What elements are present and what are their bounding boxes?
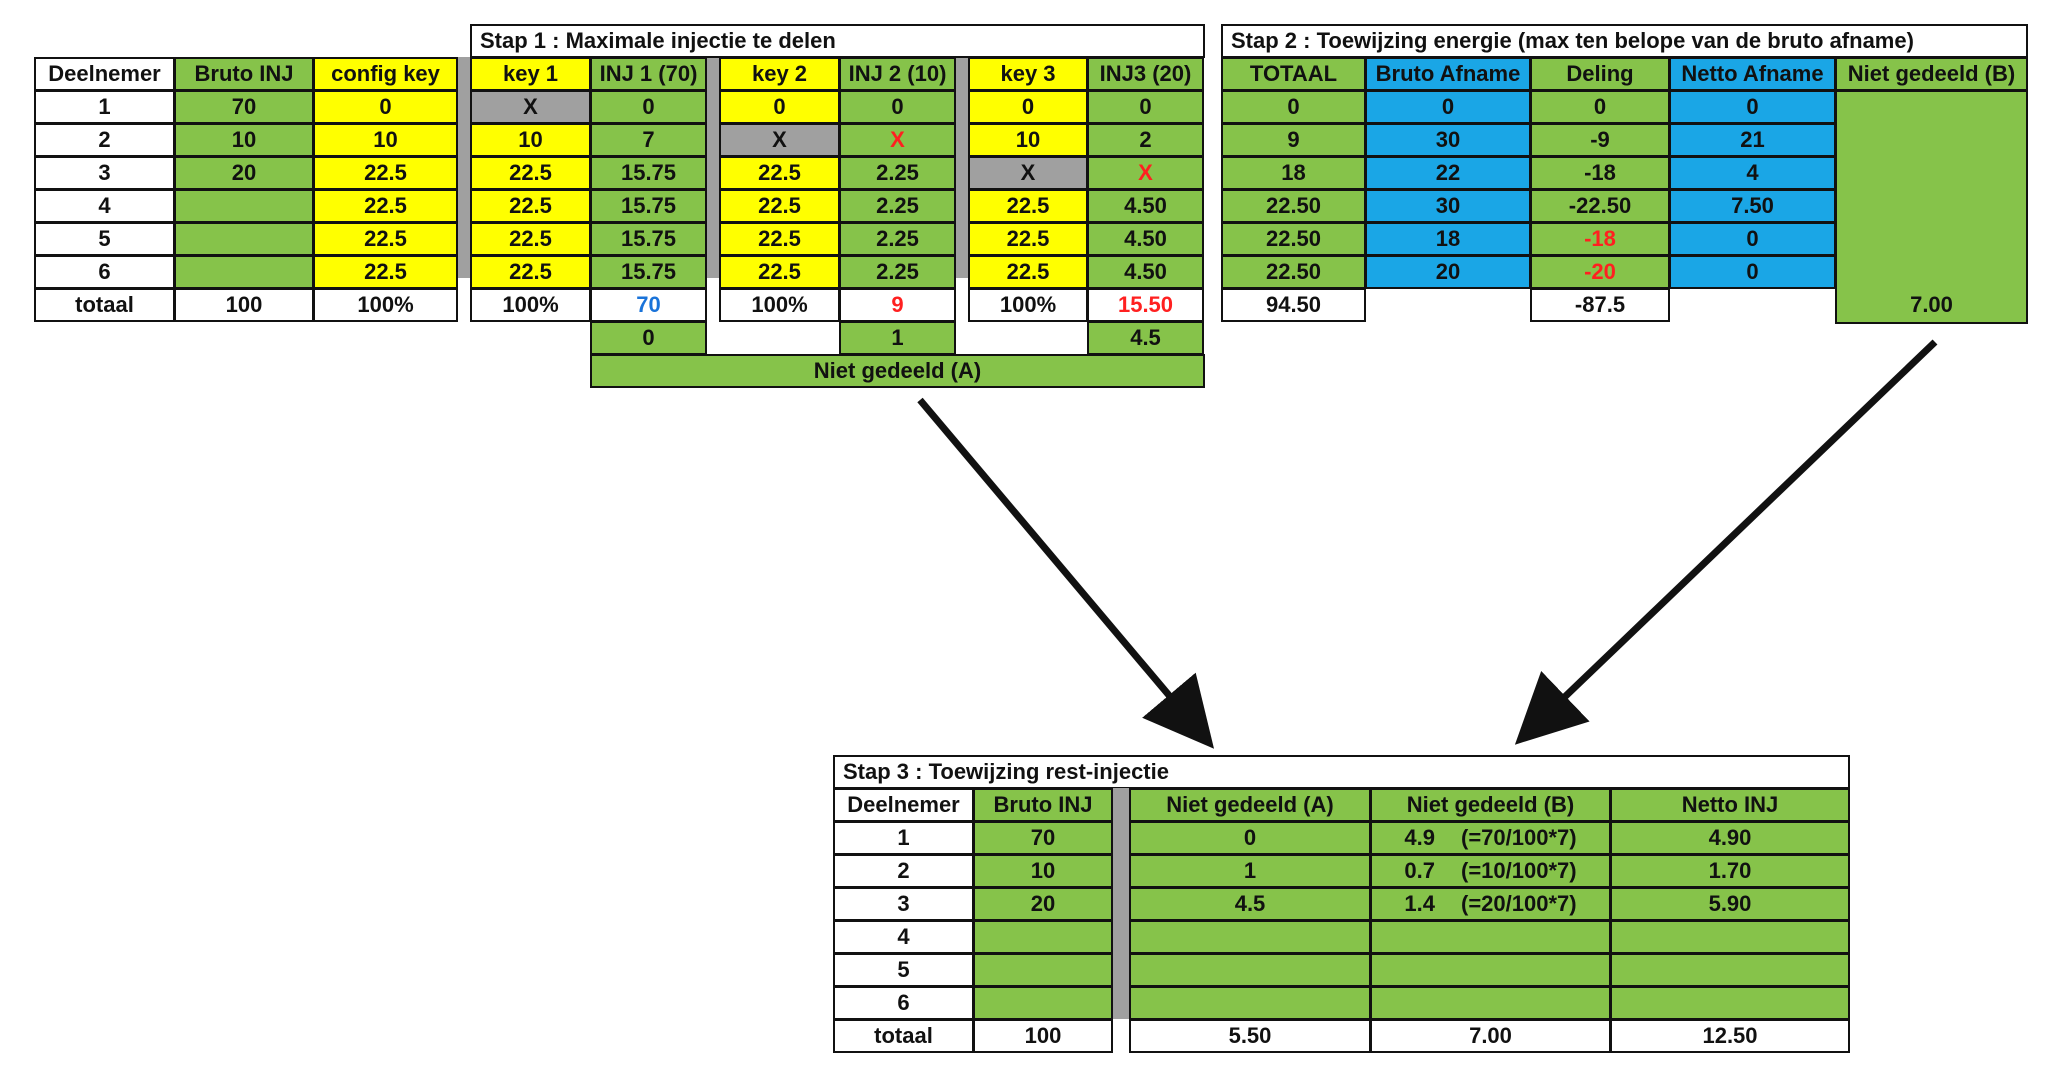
separator-bar (1113, 788, 1129, 1019)
step3-total-cell: 7.00 (1370, 1019, 1611, 1053)
header-niet-gedeeld-a-: Niet gedeeld (A) (1129, 788, 1371, 822)
arrow-step1-to-step3 (917, 397, 1215, 749)
step3-deelnemer: 2 (833, 854, 974, 888)
step3-total-cell: 100 (973, 1019, 1113, 1053)
step1-cell: 0 (1087, 90, 1204, 124)
step3-total-cell: 5.50 (1129, 1019, 1371, 1053)
step2-cell: 22.50 (1221, 222, 1366, 256)
step2-cell: 0 (1221, 90, 1366, 124)
step3-netto-inj (1610, 986, 1850, 1020)
step1-cell: X (839, 123, 956, 157)
step3-niet-gedeeld-b (1370, 986, 1611, 1020)
step3-bruto-inj (973, 920, 1113, 954)
step1-cell: 22.5 (968, 255, 1088, 289)
step2-total-cell: -87.5 (1530, 288, 1670, 322)
step2-cell: -22.50 (1530, 189, 1670, 223)
header-inj-2-10-: INJ 2 (10) (839, 57, 956, 91)
step1-cell: 1 (34, 90, 175, 124)
step1-cell: 22.5 (313, 189, 458, 223)
total-label: totaal (833, 1019, 974, 1053)
header-niet-gedeeld-b-: Niet gedeeld (B) (1835, 57, 2028, 91)
step3-niet-gedeeld-a: 1 (1129, 854, 1371, 888)
header-bruto-inj: Bruto INJ (973, 788, 1113, 822)
step3-niet-gedeeld-a (1129, 953, 1371, 987)
niet-gedeeld-b-total: 7.00 (1835, 90, 2028, 324)
header-deling: Deling (1530, 57, 1670, 91)
niet-gedeeld-a-footer: Niet gedeeld (A) (590, 354, 1205, 388)
step3-netto-inj (1610, 953, 1850, 987)
header-niet-gedeeld-b-: Niet gedeeld (B) (1370, 788, 1611, 822)
step1-cell: 0 (719, 90, 840, 124)
step2-cell: 9 (1221, 123, 1366, 157)
step1-cell: 4.50 (1087, 189, 1204, 223)
step3-deelnemer: 1 (833, 821, 974, 855)
niet-gedeeld-b-formula: (=20/100*7) (1461, 891, 1577, 916)
header-inj3-20-: INJ3 (20) (1087, 57, 1204, 91)
step1-total-cell: 100% (968, 288, 1088, 322)
step1-cell: X (719, 123, 840, 157)
step3-niet-gedeeld-a (1129, 986, 1371, 1020)
header-inj-1-70-: INJ 1 (70) (590, 57, 707, 91)
step2-cell: 20 (1365, 255, 1531, 289)
niet-gedeeld-b-value: 1.4 (1404, 891, 1435, 916)
header-deelnemer: Deelnemer (34, 57, 175, 91)
step1-cell: 2.25 (839, 189, 956, 223)
step1-cell: 15.75 (590, 255, 707, 289)
step2-cell: 21 (1669, 123, 1836, 157)
step3-deelnemer: 4 (833, 920, 974, 954)
step1-cell: 22.5 (719, 156, 840, 190)
step3-title: Stap 3 : Toewijzing rest-injectie (833, 755, 1850, 789)
step1-cell: 15.75 (590, 156, 707, 190)
step1-cell: 22.5 (470, 222, 591, 256)
step1-cell: 20 (174, 156, 314, 190)
niet-gedeeld-b-formula: (=70/100*7) (1461, 825, 1577, 850)
step2-cell: 22 (1365, 156, 1531, 190)
step3-total-cell: 12.50 (1610, 1019, 1850, 1053)
step1-cell: 22.5 (470, 189, 591, 223)
arrow-step2-to-step3 (1514, 339, 1938, 745)
header-netto-inj: Netto INJ (1610, 788, 1850, 822)
step2-cell: 0 (1530, 90, 1670, 124)
step1-total-cell: 100% (313, 288, 458, 322)
step2-total-cell: 94.50 (1221, 288, 1366, 322)
step2-cell: 30 (1365, 123, 1531, 157)
step1-total-cell: 100% (470, 288, 591, 322)
niet-gedeeld-b-value: 4.9 (1404, 825, 1435, 850)
header-bruto-afname: Bruto Afname (1365, 57, 1531, 91)
step1-cell: 4 (34, 189, 175, 223)
step1-total-cell: 100 (174, 288, 314, 322)
total-label: totaal (34, 288, 175, 322)
step1-cell: 22.5 (313, 255, 458, 289)
separator-bar (955, 57, 969, 278)
header-config-key: config key (313, 57, 458, 91)
step2-cell: -18 (1530, 222, 1670, 256)
header-key-1: key 1 (470, 57, 591, 91)
step1-cell: 4.50 (1087, 255, 1204, 289)
separator-bar (457, 57, 471, 278)
header-deelnemer: Deelnemer (833, 788, 974, 822)
step2-cell: 0 (1669, 255, 1836, 289)
step2-cell: 22.50 (1221, 189, 1366, 223)
step2-title: Stap 2 : Toewijzing energie (max ten bel… (1221, 24, 2028, 58)
step3-niet-gedeeld-b: 1.4 (=20/100*7) (1370, 887, 1611, 921)
step3-deelnemer: 5 (833, 953, 974, 987)
step1-cell: 0 (590, 90, 707, 124)
step1-cell: 22.5 (719, 222, 840, 256)
niet-gedeeld-b-formula: (=10/100*7) (1461, 858, 1577, 883)
step3-niet-gedeeld-b: 4.9 (=70/100*7) (1370, 821, 1611, 855)
step1-total-cell: 15.50 (1087, 288, 1204, 322)
step1-cell: 22.5 (313, 156, 458, 190)
step1-total-cell: 100% (719, 288, 840, 322)
step3-netto-inj: 5.90 (1610, 887, 1850, 921)
step1-cell: 3 (34, 156, 175, 190)
step3-niet-gedeeld-b: 0.7 (=10/100*7) (1370, 854, 1611, 888)
step2-cell: 0 (1365, 90, 1531, 124)
niet-gedeeld-b-value: 0.7 (1404, 858, 1435, 883)
step1-cell: 5 (34, 222, 175, 256)
separator-bar (706, 57, 720, 278)
